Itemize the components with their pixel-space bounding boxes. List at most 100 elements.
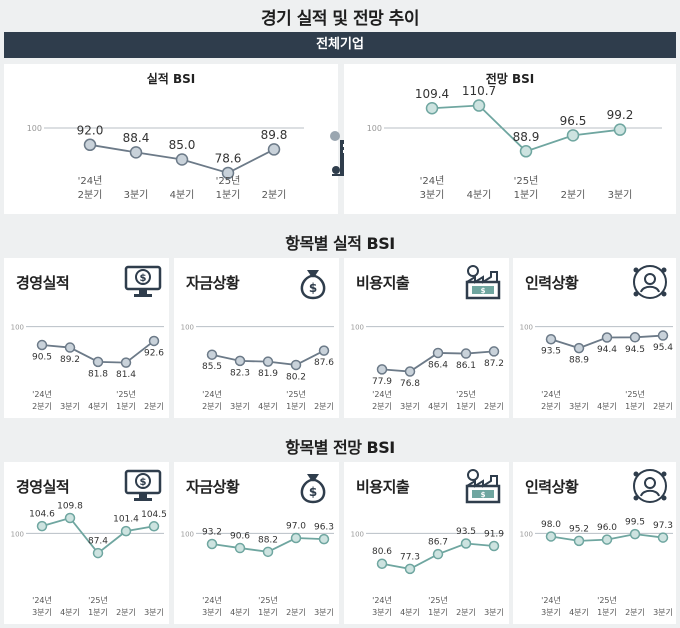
data-point xyxy=(83,138,97,152)
x-tick-year: '24년 xyxy=(78,175,103,187)
baseline-label: 100 xyxy=(181,530,194,538)
forecast-bsi-chart: 100 109.4 110.7 88.9 96.5 99.2 '24년 3분기 4분기 '25년 1… xyxy=(367,84,662,201)
data-label: 80.6 xyxy=(372,547,392,557)
x-tick-year: '25년 xyxy=(597,595,617,605)
forecast-bsi-title: 전망 BSI xyxy=(485,72,535,86)
data-point xyxy=(36,339,48,351)
x-tick-label: 4분기 xyxy=(170,189,195,201)
data-point xyxy=(92,547,104,559)
card-actual-costs: 비용지출 $ 100 77.9 76.8 86.4 86.1 87.2 '24년 2분기 3분기… xyxy=(344,258,509,418)
data-label: 92.6 xyxy=(144,348,164,358)
card-title: 비용지출 xyxy=(356,274,410,292)
costs-forecast-chart: 100 80.6 77.3 86.7 93.5 91.9 '24년 3분기 4분기 '25년 1분기… xyxy=(351,527,505,617)
x-tick-year: '25년 xyxy=(428,595,448,605)
x-tick-label: 3분기 xyxy=(653,608,673,617)
x-tick-label: 2분기 xyxy=(286,608,306,617)
data-label: 85.5 xyxy=(202,362,222,372)
x-tick-label: 4분기 xyxy=(230,608,250,617)
card-title: 비용지출 xyxy=(356,478,410,496)
x-tick-year: '24년 xyxy=(372,389,392,399)
costs-actual-chart: 100 77.9 76.8 86.4 86.1 87.2 '24년 2분기 3분기 4분기 '25년… xyxy=(351,324,504,411)
data-point xyxy=(64,342,76,353)
data-point xyxy=(36,520,48,532)
data-point xyxy=(318,345,330,356)
x-tick-label: 4분기 xyxy=(467,189,492,201)
people-network-icon xyxy=(630,262,670,302)
data-label: 80.2 xyxy=(286,372,306,382)
people-network-icon xyxy=(630,466,670,506)
data-label: 90.6 xyxy=(230,532,250,542)
x-tick-label: 3분기 xyxy=(32,608,52,617)
baseline-label: 100 xyxy=(351,530,364,538)
data-label: 88.9 xyxy=(569,356,589,366)
x-tick-label: 1분기 xyxy=(286,402,306,411)
data-point xyxy=(488,346,500,357)
baseline-label: 100 xyxy=(27,124,42,133)
actual-section-title: 항목별 실적 BSI xyxy=(285,234,395,253)
staff-forecast-chart: 100 98.0 95.2 96.0 99.5 97.3 '24년 3분기 4분기 '25년 1분기… xyxy=(520,518,673,617)
x-tick-label: 2분기 xyxy=(262,189,287,201)
data-label: 81.8 xyxy=(88,369,108,379)
baseline-label: 100 xyxy=(520,324,533,332)
data-label: 97.3 xyxy=(653,521,673,531)
data-label: 86.4 xyxy=(428,360,448,370)
money-bag-icon: $ xyxy=(293,466,333,506)
x-tick-label: 3분기 xyxy=(608,189,633,201)
x-tick-year: '24년 xyxy=(420,175,445,187)
x-tick-year: '24년 xyxy=(372,595,392,605)
card-actual-management: 경영실적 $ 100 90.5 89.2 81.8 81.4 92.6 '24년 2분기 3분기… xyxy=(4,258,169,418)
data-label: 88.9 xyxy=(513,130,540,144)
card-title: 자금상황 xyxy=(186,274,240,292)
x-tick-year: '25년 xyxy=(625,389,645,399)
data-label: 99.5 xyxy=(625,518,645,528)
data-label: 94.5 xyxy=(625,345,645,355)
data-point xyxy=(290,359,302,371)
data-point xyxy=(92,356,104,368)
x-tick-year: '25년 xyxy=(286,389,306,399)
x-tick-label: 3분기 xyxy=(60,402,80,411)
data-point xyxy=(404,563,416,575)
money-bag-icon: $ xyxy=(293,262,333,302)
x-tick-year: '24년 xyxy=(202,389,222,399)
card-forecast-costs: 비용지출 $ 100 80.6 77.3 86.7 93.5 91.9 '24년 3분기 4분기… xyxy=(344,462,509,624)
data-point xyxy=(425,102,439,115)
svg-text:$: $ xyxy=(140,273,147,284)
x-tick-label: 4분기 xyxy=(569,608,589,617)
data-point xyxy=(545,531,557,542)
data-label: 93.5 xyxy=(541,347,561,357)
data-label: 98.0 xyxy=(541,520,561,530)
data-label: 96.3 xyxy=(314,523,334,533)
x-tick-label: 1분기 xyxy=(258,608,278,617)
data-point xyxy=(120,357,132,368)
factory-money-icon: $ xyxy=(463,262,503,302)
data-point xyxy=(573,535,585,547)
x-tick-label: 3분기 xyxy=(144,608,164,617)
data-point xyxy=(290,532,302,544)
baseline-label: 100 xyxy=(181,324,194,332)
x-tick-label: 1분기 xyxy=(116,402,136,411)
x-tick-label: 2분기 xyxy=(653,402,673,411)
data-point xyxy=(318,533,330,545)
data-point xyxy=(657,330,669,341)
x-tick-label: 4분기 xyxy=(60,608,80,617)
x-tick-year: '25년 xyxy=(88,595,108,605)
data-point xyxy=(234,355,246,367)
svg-text:$: $ xyxy=(309,485,317,499)
data-point xyxy=(601,332,613,343)
x-tick-label: 2분기 xyxy=(78,189,103,201)
data-label: 96.5 xyxy=(560,114,587,128)
data-point xyxy=(613,123,627,136)
data-label: 87.6 xyxy=(314,358,334,368)
x-tick-label: 3분기 xyxy=(372,608,392,617)
x-tick-year: '25년 xyxy=(514,175,539,187)
data-point xyxy=(629,332,641,343)
data-point xyxy=(376,558,388,569)
section-banner: 전체기업 xyxy=(4,32,676,58)
actual-bsi-panel: 실적 BSI 100 92.0 88.4 85.0 78.6 89.8 '24년 2분기 3분기… xyxy=(4,64,338,214)
data-label: 89.8 xyxy=(261,128,288,142)
x-tick-year: '25년 xyxy=(116,389,136,399)
data-label: 96.0 xyxy=(597,523,617,533)
x-tick-label: 2분기 xyxy=(314,402,334,411)
data-label: 88.2 xyxy=(258,535,278,545)
x-tick-label: 1분기 xyxy=(625,402,645,411)
